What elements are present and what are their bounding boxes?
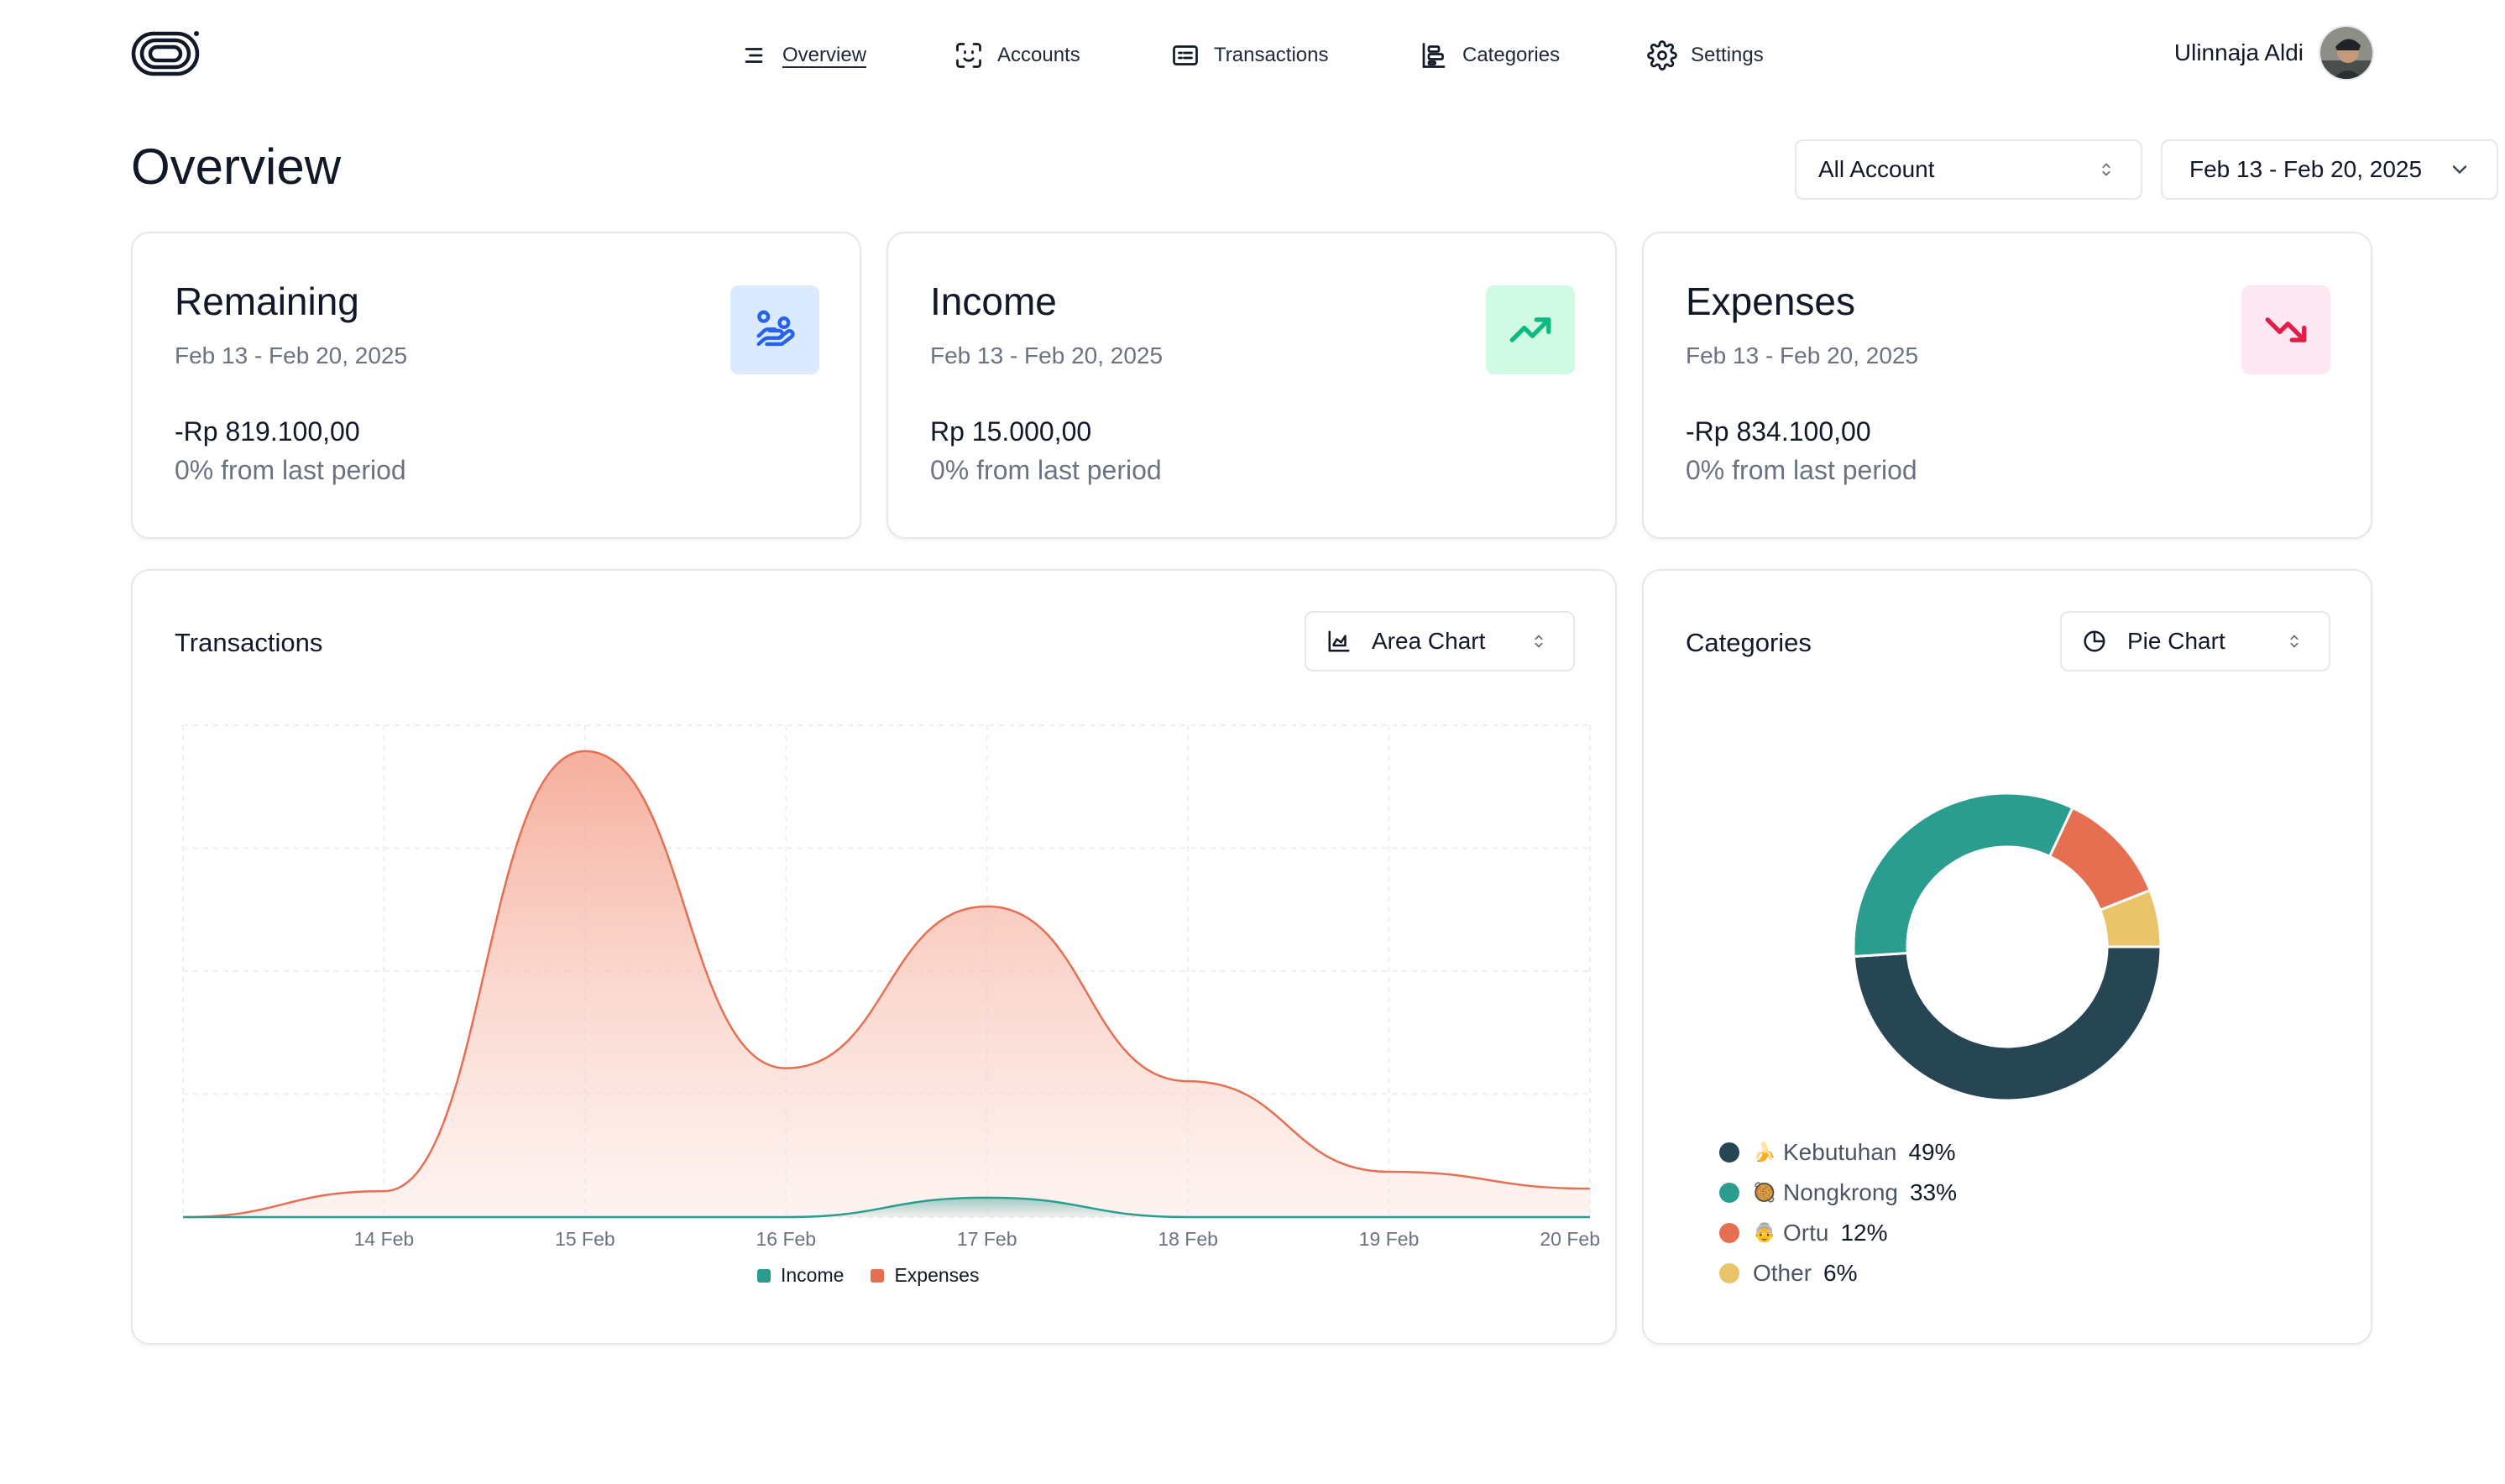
area-chart-icon: [1328, 630, 1350, 652]
card-title: Income: [930, 280, 1057, 323]
legend-label: Ortu: [1783, 1220, 1829, 1246]
series-line-income: [183, 1196, 1590, 1219]
chart-type-select[interactable]: Area Chart: [1305, 611, 1575, 671]
x-tick-label: 15 Feb: [555, 1228, 615, 1250]
chart-type-value: Pie Chart: [2127, 628, 2225, 654]
legend-percent: 49%: [1908, 1139, 1956, 1165]
panel-title: Transactions: [175, 628, 323, 657]
nav-label: Categories: [1462, 44, 1561, 66]
categories-panel: Categories Pie Chart 🍌 Kebutuhan 49% 🥘 N…: [1642, 569, 2372, 1345]
food-pan-icon: 🥘: [1753, 1182, 1776, 1204]
income-card: Income Feb 13 - Feb 20, 2025 Rp 15.000,0…: [886, 232, 1617, 539]
x-tick-label: 20 Feb: [1540, 1228, 1600, 1250]
nav-label: Settings: [1691, 44, 1764, 66]
chevron-up-down-icon: [1535, 635, 1543, 648]
remaining-card: Remaining Feb 13 - Feb 20, 2025 -Rp 819.…: [131, 232, 861, 539]
card-change: 0% from last period: [1686, 455, 1917, 485]
card-date: Feb 13 - Feb 20, 2025: [1686, 342, 1919, 368]
legend-dot: [1719, 1183, 1739, 1203]
nav-item-categories[interactable]: Categories: [1419, 34, 1560, 77]
legend-percent: 33%: [1909, 1179, 1958, 1205]
donut-slice-kebutuhan[interactable]: [1852, 945, 2162, 1102]
legend-dot: [1719, 1263, 1739, 1283]
legend-label: Nongkrong: [1783, 1179, 1898, 1205]
x-tick-label: 14 Feb: [354, 1228, 415, 1250]
account-select-value: All Account: [1818, 156, 1935, 182]
avatar[interactable]: [2319, 25, 2374, 81]
area-chart: 14 Feb 15 Feb 16 Feb 17 Feb 18 Feb 19 Feb 20 F…: [182, 724, 1600, 1250]
donut-slice-nongkrong[interactable]: [1852, 792, 2074, 959]
card-value: -Rp 834.100,00: [1686, 416, 1871, 447]
x-tick-label: 16 Feb: [756, 1228, 816, 1250]
series-area-expenses: [183, 750, 1590, 1217]
chart-type-select[interactable]: Pie Chart: [2060, 611, 2330, 671]
legend-swatch: [871, 1268, 885, 1283]
legend-item-expenses: Expenses: [871, 1264, 979, 1287]
nav-label: Transactions: [1214, 44, 1329, 66]
card-list-icon: [1173, 45, 1198, 65]
card-change: 0% from last period: [930, 455, 1162, 485]
legend-label: Kebutuhan: [1783, 1139, 1897, 1165]
legend-item-ortu: 👵 Ortu 12%: [1719, 1220, 1957, 1246]
card-date: Feb 13 - Feb 20, 2025: [930, 342, 1164, 368]
chevron-up-down-icon: [2290, 635, 2298, 648]
user-menu[interactable]: Ulinnaja Aldi: [2174, 25, 2374, 81]
nav-label: Accounts: [997, 44, 1080, 66]
elder-woman-icon: 👵: [1753, 1222, 1776, 1244]
legend-percent: 12%: [1840, 1220, 1888, 1246]
transactions-panel: Transactions Area Chart 14 Feb 15 Feb 16 F…: [131, 569, 1617, 1345]
legend-dot: [1719, 1223, 1739, 1243]
series-line-expenses: [182, 750, 1591, 1219]
x-tick-label: 17 Feb: [957, 1228, 1017, 1250]
trending-down-icon: [2241, 285, 2330, 374]
chart-type-value: Area Chart: [1372, 628, 1486, 654]
date-range-value: Feb 13 - Feb 20, 2025: [2189, 156, 2423, 182]
pie-chart-icon: [2084, 630, 2105, 652]
expenses-card: Expenses Feb 13 - Feb 20, 2025 -Rp 834.1…: [1642, 232, 2372, 539]
legend-swatch: [757, 1268, 771, 1283]
card-value: -Rp 819.100,00: [175, 416, 360, 447]
trending-up-icon: [1486, 285, 1575, 374]
legend-label: Expenses: [894, 1264, 980, 1286]
card-date: Feb 13 - Feb 20, 2025: [175, 342, 408, 368]
legend-percent: 6%: [1823, 1260, 1858, 1286]
legend-label: Income: [781, 1264, 845, 1286]
card-title: Remaining: [175, 280, 359, 323]
chevron-up-down-icon: [2102, 163, 2110, 176]
date-range-picker[interactable]: Feb 13 - Feb 20, 2025: [2161, 139, 2498, 200]
donut-slice-other[interactable]: [2098, 888, 2162, 948]
chart-boxes-icon: [1422, 43, 1446, 68]
menu-lines-icon: [745, 48, 763, 63]
chevron-down-icon: [2452, 165, 2467, 175]
user-name: Ulinnaja Aldi: [2173, 39, 2304, 65]
card-title: Expenses: [1686, 280, 1856, 323]
card-value: Rp 15.000,00: [930, 416, 1092, 447]
legend-item-kebutuhan: 🍌 Kebutuhan 49%: [1719, 1139, 1957, 1165]
donut-chart: [1852, 792, 2162, 1102]
donut-slice-ortu[interactable]: [2047, 806, 2152, 912]
gear-icon: [1647, 40, 1677, 71]
account-select[interactable]: All Account: [1795, 139, 2142, 200]
nav-item-settings[interactable]: Settings: [1647, 34, 1764, 77]
legend-dot: [1719, 1142, 1739, 1163]
app-logo[interactable]: [131, 29, 201, 79]
banana-icon: 🍌: [1753, 1142, 1776, 1163]
legend-item-nongkrong: 🥘 Nongkrong 33%: [1719, 1179, 1958, 1205]
nav-item-transactions[interactable]: Transactions: [1170, 34, 1329, 77]
hand-coins-icon: [730, 285, 819, 374]
legend-item-income: Income: [757, 1264, 844, 1287]
nav-item-accounts[interactable]: Accounts: [954, 34, 1080, 77]
categories-legend: 🍌 Kebutuhan 49% 🥘 Nongkrong 33% 👵 Ortu 1…: [1719, 1139, 1958, 1286]
card-change: 0% from last period: [175, 455, 406, 485]
x-tick-label: 19 Feb: [1359, 1228, 1420, 1250]
x-tick-label: 18 Feb: [1158, 1228, 1218, 1250]
face-scan-icon: [956, 43, 981, 68]
nav-label: Overview: [782, 44, 867, 66]
nav-item-overview[interactable]: Overview: [739, 34, 866, 77]
panel-title: Categories: [1686, 628, 1812, 657]
chart-legend: Income Expenses: [757, 1264, 979, 1287]
page-title: Overview: [131, 138, 342, 195]
legend-label: Other: [1753, 1260, 1812, 1286]
legend-item-other: Other 6%: [1719, 1260, 1957, 1286]
